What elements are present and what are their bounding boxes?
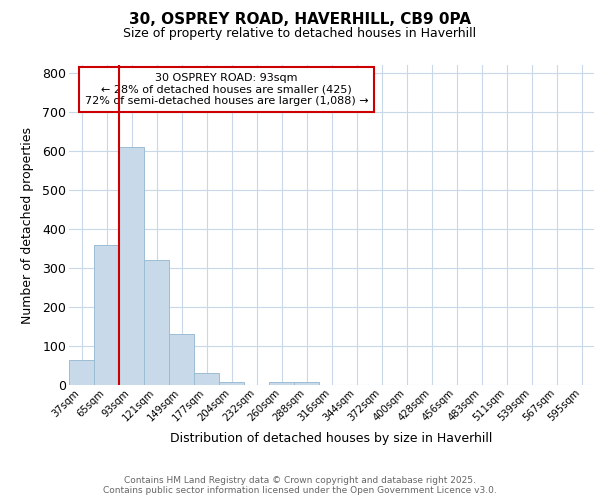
- Text: 30 OSPREY ROAD: 93sqm
← 28% of detached houses are smaller (425)
72% of semi-det: 30 OSPREY ROAD: 93sqm ← 28% of detached …: [85, 73, 368, 106]
- Bar: [269, 382, 294, 385]
- Text: 30, OSPREY ROAD, HAVERHILL, CB9 0PA: 30, OSPREY ROAD, HAVERHILL, CB9 0PA: [129, 12, 471, 28]
- Bar: [69, 360, 94, 385]
- Bar: [169, 334, 194, 385]
- Bar: [294, 382, 319, 385]
- Bar: [119, 147, 144, 385]
- Text: Size of property relative to detached houses in Haverhill: Size of property relative to detached ho…: [124, 28, 476, 40]
- Bar: [219, 382, 244, 385]
- Bar: [94, 244, 119, 385]
- X-axis label: Distribution of detached houses by size in Haverhill: Distribution of detached houses by size …: [170, 432, 493, 444]
- Bar: [194, 374, 219, 385]
- Bar: [144, 260, 169, 385]
- Y-axis label: Number of detached properties: Number of detached properties: [21, 126, 34, 324]
- Text: Contains HM Land Registry data © Crown copyright and database right 2025.
Contai: Contains HM Land Registry data © Crown c…: [103, 476, 497, 495]
